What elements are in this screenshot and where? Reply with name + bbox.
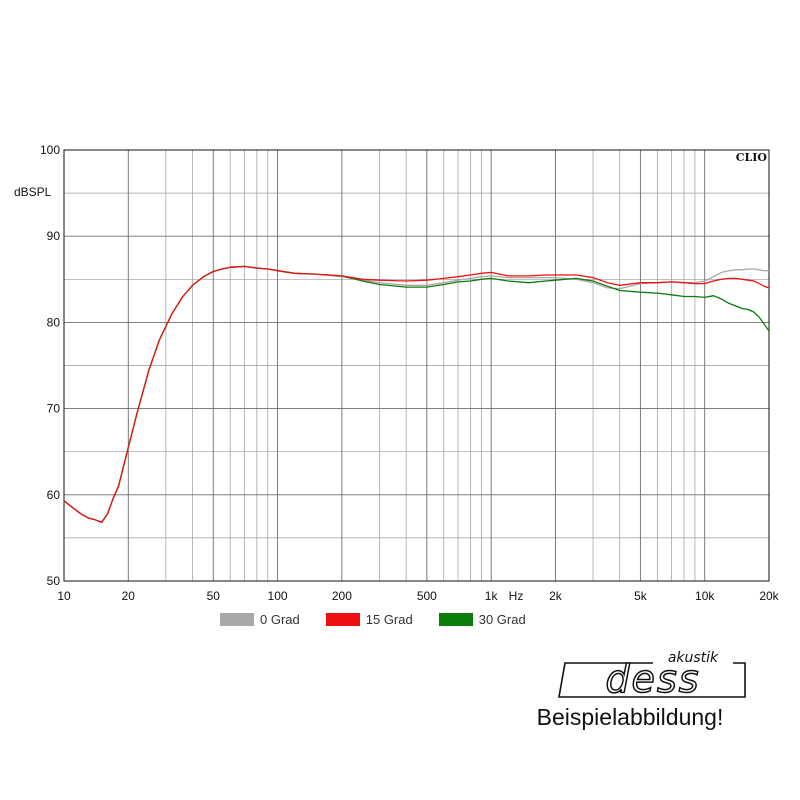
series-line-15-grad <box>63 265 770 524</box>
caption-example-image: Beispielabbildung! <box>536 704 724 730</box>
y-tick-labels: 50 60 70 80 90 100 <box>40 143 60 588</box>
minor-gridlines <box>64 150 769 581</box>
y-tick-label: 50 <box>47 574 61 588</box>
plot-frame <box>63 149 770 582</box>
legend-label: 0 Grad <box>260 612 300 627</box>
logo-wordmark: dess <box>605 657 700 701</box>
y-tick-label: 80 <box>47 315 61 329</box>
logo-tagline-bg <box>653 651 733 667</box>
legend-item-30-grad: 30 Grad <box>438 612 526 627</box>
legend-label: 30 Grad <box>478 612 526 627</box>
x-tick-label: 10 <box>57 589 71 603</box>
legend-label: 15 Grad <box>365 612 413 627</box>
y-axis-label: dBSPL <box>14 185 52 199</box>
x-tick-label: 10k <box>695 589 715 603</box>
x-tick-label: 1k <box>485 589 499 603</box>
legend-swatch <box>438 613 473 626</box>
frequency-response-chart: 10 20 50 100 200 500 1k 2k 5k 10k 20k 50 60 70 80 90 10… <box>14 143 780 603</box>
y-tick-label: 60 <box>47 488 61 502</box>
x-axis-label: Hz <box>509 589 524 603</box>
x-tick-label: 5k <box>634 589 648 603</box>
legend-item-15-grad: 15 Grad <box>325 612 413 627</box>
logo-tagline: akustik <box>668 650 719 666</box>
x-tick-label: 20 <box>122 589 136 603</box>
x-tick-label: 2k <box>549 589 563 603</box>
chart-legend: 0 Grad 15 Grad 30 Grad <box>220 612 552 627</box>
x-tick-label: 50 <box>207 589 221 603</box>
x-tick-labels: 10 20 50 100 200 500 1k 2k 5k 10k 20k <box>57 589 779 603</box>
y-tick-label: 70 <box>47 402 61 416</box>
series-layer <box>63 265 770 524</box>
legend-swatch <box>220 613 254 626</box>
legend-item-0-grad: 0 Grad <box>220 612 300 627</box>
x-tick-label: 20k <box>759 589 779 603</box>
x-tick-label: 200 <box>332 589 352 603</box>
dess-akustik-logo: akustik dess <box>558 650 746 702</box>
x-tick-label: 500 <box>417 589 437 603</box>
clio-badge: CLIO <box>736 151 768 164</box>
major-gridlines <box>64 150 769 581</box>
legend-swatch <box>325 613 360 626</box>
y-tick-label: 90 <box>47 229 61 243</box>
y-tick-label: 100 <box>40 143 60 157</box>
x-tick-label: 100 <box>268 589 288 603</box>
